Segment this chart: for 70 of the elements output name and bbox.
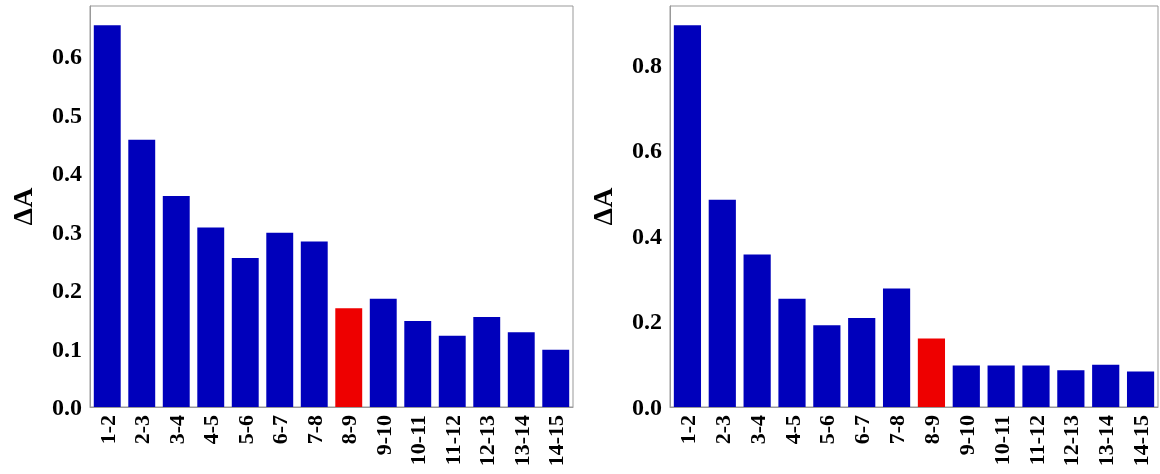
bar <box>507 332 535 407</box>
bar <box>162 195 190 407</box>
x-tick-label: 14-15 <box>543 415 569 467</box>
bar <box>987 365 1015 407</box>
y-axis-title: ΔA <box>6 186 38 226</box>
bar <box>1022 365 1050 407</box>
x-tick-label: 11-12 <box>1023 415 1049 466</box>
x-tick-label: 4-5 <box>779 415 805 445</box>
x-tick-label: 1-2 <box>674 415 700 445</box>
bar <box>1057 370 1085 407</box>
y-tick-label: 0.3 <box>52 218 82 245</box>
bar <box>197 227 225 407</box>
y-tick-label: 0.0 <box>52 394 82 420</box>
x-tick-label: 8-9 <box>918 415 944 445</box>
y-tick-label: 0.2 <box>632 308 662 335</box>
bar <box>438 335 466 407</box>
x-tick-label: 4-5 <box>198 415 224 445</box>
bar <box>300 241 328 407</box>
bar <box>743 254 771 407</box>
x-tick-label: 9-10 <box>953 415 979 456</box>
x-tick-label: 10-11 <box>988 415 1014 466</box>
bar <box>848 318 876 407</box>
x-tick-label: 13-14 <box>508 415 534 467</box>
x-tick-label: 12-13 <box>474 415 500 467</box>
y-tick-label: 0.4 <box>632 223 662 249</box>
bar <box>1092 364 1120 407</box>
bar <box>542 349 570 407</box>
y-tick-label: 0.6 <box>52 43 82 70</box>
bar <box>778 298 806 407</box>
bar <box>369 298 397 407</box>
bar <box>1126 371 1155 407</box>
y-tick-label: 0.1 <box>52 335 82 362</box>
bar <box>93 25 121 407</box>
x-tick-label: 2-3 <box>709 415 735 445</box>
x-tick-label: 7-8 <box>301 415 327 445</box>
x-tick-label: 10-11 <box>405 415 431 466</box>
bar <box>266 232 294 407</box>
bar <box>473 316 501 407</box>
bar <box>882 288 911 407</box>
bar <box>404 321 432 407</box>
y-tick-label: 0.5 <box>52 101 82 128</box>
bar <box>231 257 259 407</box>
bar <box>917 338 946 407</box>
x-tick-label: 12-13 <box>1058 415 1084 467</box>
x-tick-label: 6-7 <box>849 415 875 445</box>
x-tick-label: 13-14 <box>1093 415 1119 467</box>
x-tick-label: 3-4 <box>163 415 189 445</box>
y-tick-label: 0.8 <box>632 52 662 78</box>
x-tick-label: 2-3 <box>129 415 155 445</box>
x-tick-label: 5-6 <box>814 415 840 445</box>
bar <box>128 139 156 407</box>
x-tick-label: 3-4 <box>744 415 770 445</box>
y-tick-label: 0.2 <box>52 277 82 304</box>
x-tick-label: 1-2 <box>94 415 120 445</box>
bar <box>708 199 736 407</box>
bar <box>813 325 841 407</box>
x-tick-label: 14-15 <box>1128 415 1154 467</box>
x-tick-label: 7-8 <box>884 415 910 445</box>
x-tick-label: 6-7 <box>267 415 293 445</box>
bar <box>335 308 363 407</box>
bar <box>952 365 980 407</box>
y-tick-label: 0.0 <box>632 394 662 420</box>
x-tick-label: 8-9 <box>336 415 362 445</box>
y-axis-title: ΔA <box>586 186 618 226</box>
x-tick-label: 11-12 <box>439 415 465 466</box>
x-tick-label: 5-6 <box>232 415 258 445</box>
x-tick-label: 9-10 <box>370 415 396 456</box>
y-tick-label: 0.4 <box>52 160 82 187</box>
y-tick-label: 0.6 <box>632 137 662 164</box>
bar <box>673 25 702 407</box>
